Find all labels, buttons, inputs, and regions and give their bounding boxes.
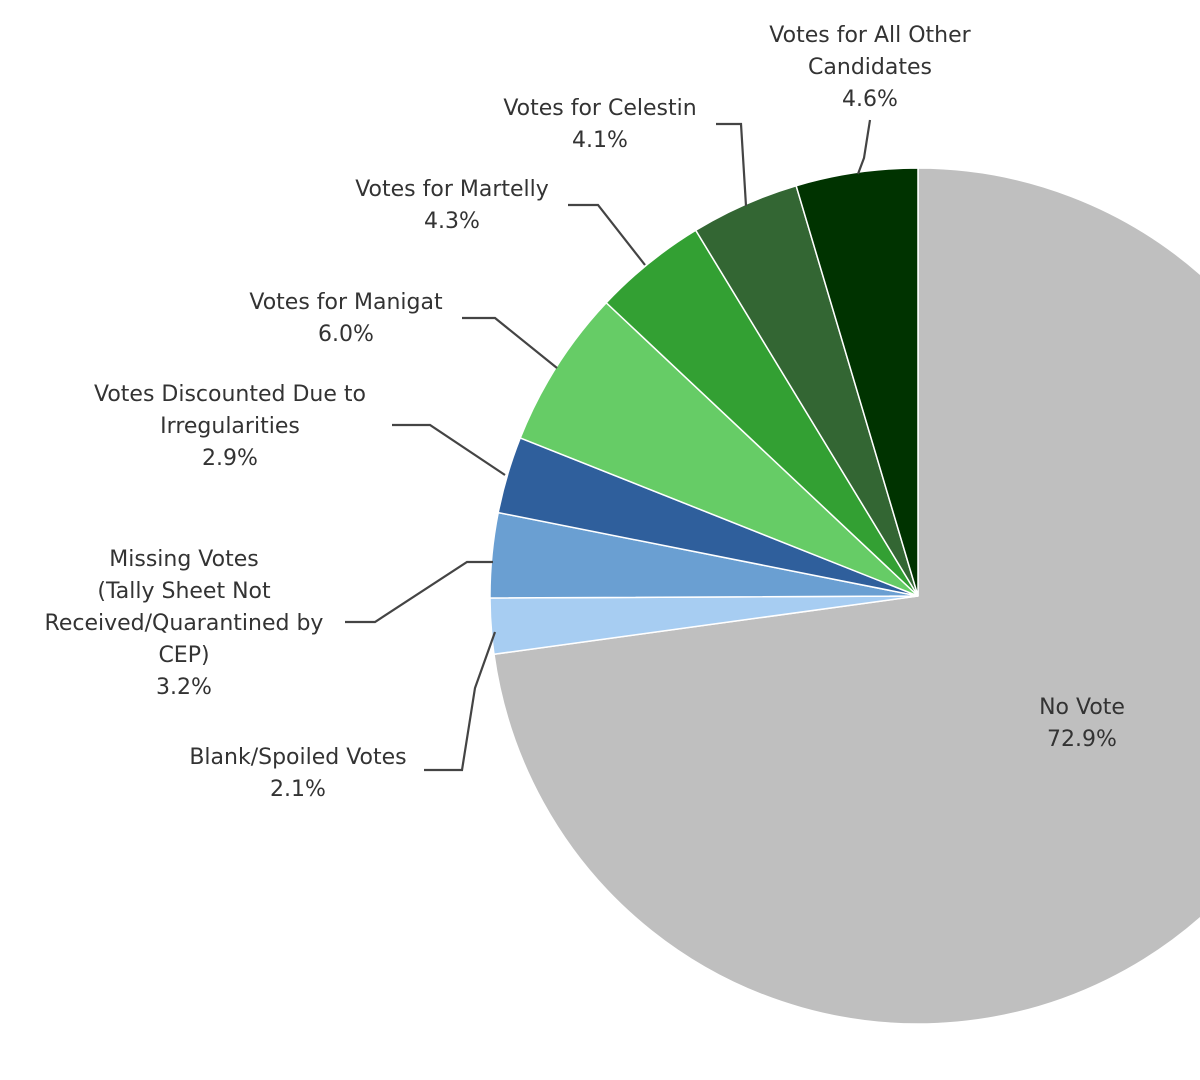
leader-line [345,560,493,624]
pie-slice [795,167,919,597]
pie-slice [519,301,919,597]
slice-label: No Vote 72.9% [1039,695,1125,752]
slice-percent: 6.0% [318,322,374,347]
leader-line [462,316,558,369]
slice-label-line: Votes for All Other [769,23,971,48]
slice-label-line: Votes for Celestin [503,96,696,121]
leader-line [856,119,872,175]
slice-label-line: (Tally Sheet Not [97,579,271,604]
slice-label: Missing Votes (Tally Sheet Not Received/Qu… [45,547,324,700]
slice-label-line: Irregularities [160,414,300,439]
slice-percent: 72.9% [1047,727,1117,752]
slice-label-line: Votes for Martelly [355,177,549,202]
slice-percent: 4.6% [842,87,898,112]
slice-percent: 2.1% [270,777,326,802]
slice-percent: 4.3% [424,209,480,234]
slice-label: Votes for Celestin 4.1% [503,96,696,153]
slice-label: Votes for Manigat 6.0% [249,290,443,347]
slice-label-line: Received/Quarantined by [45,611,324,636]
pie-slices [489,167,1200,1025]
leader-line [424,631,497,772]
slice-percent: 4.1% [572,128,628,153]
slice-label-line: Candidates [808,55,932,80]
leader-line [716,122,748,207]
slice-label: Blank/Spoiled Votes 2.1% [189,745,406,802]
leader-line [568,203,646,266]
slice-label: Votes Discounted Due to Irregularities 2.9… [94,382,366,471]
leader-lines [345,119,872,772]
slice-label-line: Votes Discounted Due to [94,382,366,407]
slice-label-line: Blank/Spoiled Votes [189,745,406,770]
slice-percent: 3.2% [156,675,212,700]
slice-labels: No Vote 72.9% Blank/Spoiled Votes 2.1% Missi… [45,23,1125,802]
slice-label-line: Missing Votes [109,547,258,572]
slice-label-line: Votes for Manigat [249,290,443,315]
slice-label-line: CEP) [158,643,209,668]
slice-percent: 2.9% [202,446,258,471]
leader-line [392,423,506,476]
pie-slice [493,167,1200,1025]
slice-label: Votes for Martelly 4.3% [355,177,549,234]
slice-label: Votes for All Other Candidates 4.6% [769,23,971,112]
slice-label-line: No Vote [1039,695,1125,720]
